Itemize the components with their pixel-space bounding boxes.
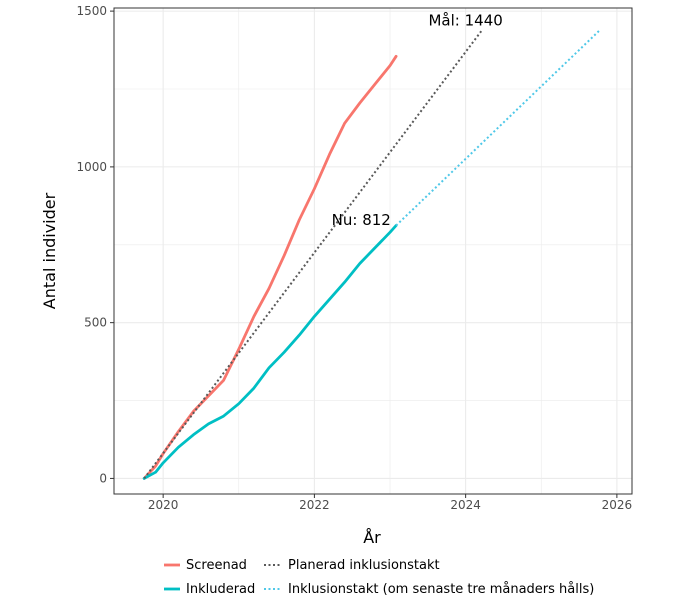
x-tick-label-2020: 2020 (148, 498, 179, 512)
axes: 0 500 1000 1500 2020 2022 2024 2026 År A… (40, 4, 632, 547)
legend: Screenad Inkluderad Planerad inklusionst… (164, 558, 594, 597)
x-tick-label-2026: 2026 (602, 498, 633, 512)
legend-label-planerad: Planerad inklusionstakt (288, 558, 440, 573)
y-axis-title: Antal individer (40, 192, 59, 309)
legend-label-inkluderad: Inkluderad (186, 582, 255, 597)
series-line-inklusionstakt (395, 29, 601, 227)
y-tick-label-1000: 1000 (76, 160, 107, 174)
series-line-screenad (142, 54, 398, 480)
annotation-goal: Mål: 1440 (428, 11, 502, 29)
annotations: Mål: 1440 Nu: 812 (332, 11, 503, 228)
x-tick-label-2022: 2022 (299, 498, 330, 512)
x-axis-title: År (363, 528, 381, 547)
y-tick-label-500: 500 (84, 316, 107, 330)
x-tick-label-2024: 2024 (450, 498, 481, 512)
legend-label-screenad: Screenad (186, 558, 247, 573)
y-tick-label-0: 0 (99, 471, 107, 485)
annotation-current: Nu: 812 (332, 211, 391, 229)
legend-label-inklusionstakt: Inklusionstakt (om senaste tre månaders … (288, 582, 594, 597)
grid (114, 8, 632, 494)
y-tick-label-1500: 1500 (76, 4, 107, 18)
series-line-inkluderad (142, 224, 398, 480)
plot-panel-border (113, 7, 633, 495)
series-line-planerad (143, 29, 484, 480)
series-lines (142, 29, 601, 480)
